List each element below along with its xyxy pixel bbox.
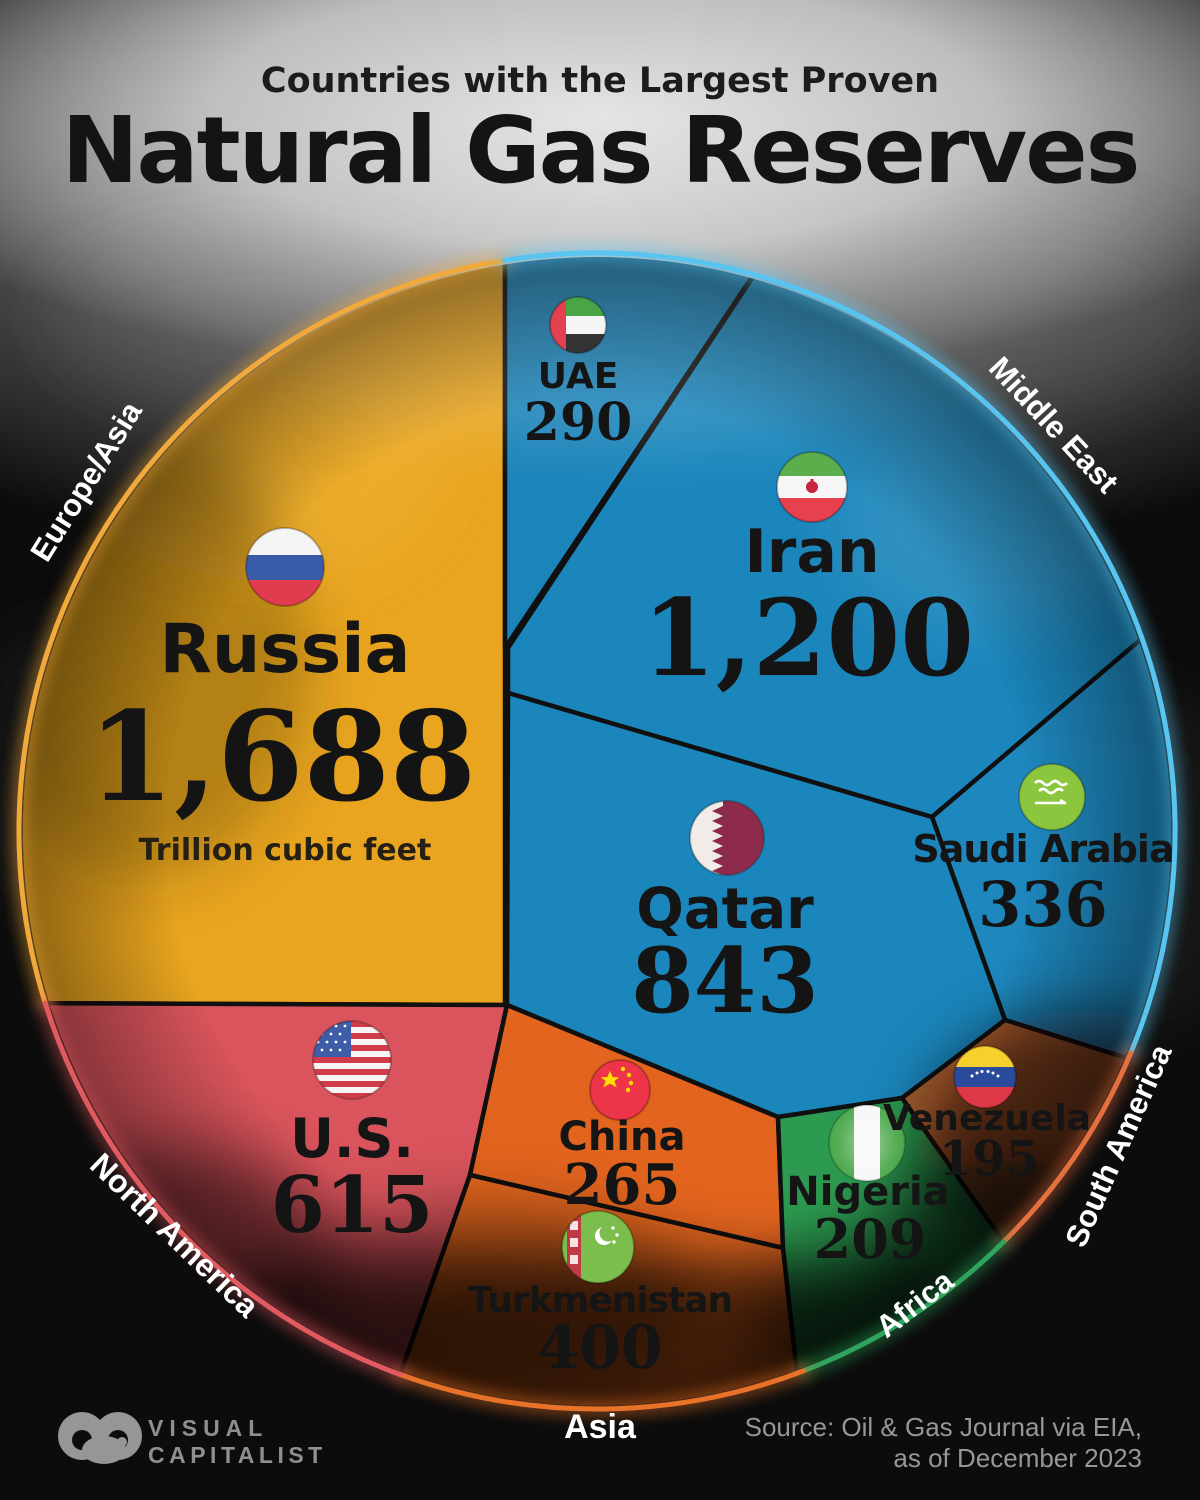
- cell-labels: UAE 290 Iran 1,200 Russia 1,688 Trillion…: [88, 356, 1175, 1383]
- flag-turkmenistan-icon: [561, 1210, 635, 1284]
- source-line2: as of December 2023: [893, 1443, 1142, 1473]
- value-turkmenistan: 400: [537, 1313, 662, 1383]
- region-rim: [10, 244, 1183, 1418]
- title-block: Countries with the Largest Proven Natura…: [62, 61, 1141, 204]
- label-venezuela: Venezuela: [883, 1098, 1091, 1139]
- value-nigeria: 209: [814, 1207, 927, 1271]
- label-qatar: Qatar: [636, 877, 814, 942]
- label-nigeria: Nigeria: [786, 1169, 949, 1215]
- rim-arc-north-america: [37, 995, 409, 1383]
- label-us: U.S.: [290, 1107, 414, 1170]
- value-saudi-arabia: 336: [978, 868, 1107, 941]
- value-russia: 1,688: [88, 685, 476, 830]
- logo-line2: CAPITALIST: [148, 1442, 327, 1468]
- label-turkmenistan: Turkmenistan: [468, 1280, 732, 1321]
- flag-china-icon: [589, 1059, 651, 1121]
- page-title: Natural Gas Reserves: [62, 97, 1139, 204]
- flag-russia-icon: [245, 527, 325, 607]
- title-kicker: Countries with the Largest Proven: [261, 61, 939, 101]
- value-iran: 1,200: [642, 575, 974, 700]
- rim-arc-asia: [392, 1362, 812, 1418]
- flag-saudi-arabia-icon: [1018, 763, 1086, 831]
- flag-qatar-icon: [689, 800, 765, 876]
- value-qatar: 843: [631, 928, 819, 1034]
- ring-label-asia: Asia: [564, 1408, 637, 1446]
- label-saudi-arabia: Saudi Arabia: [912, 827, 1173, 871]
- flag-nigeria-icon: [828, 1104, 906, 1182]
- source-line1: Source: Oil & Gas Journal via EIA,: [745, 1412, 1142, 1442]
- value-china: 265: [564, 1152, 681, 1218]
- value-uae: 290: [524, 392, 633, 453]
- rim-arc-south-america: [995, 1045, 1139, 1251]
- flag-iran-icon: [776, 451, 848, 523]
- rim-arc-europe-asia: [10, 252, 513, 1012]
- rim-arc-middle-east: [496, 244, 1183, 1062]
- flag-us-icon: [312, 1020, 392, 1100]
- visual-capitalist-logo-icon: [58, 1412, 142, 1464]
- label-iran: Iran: [744, 517, 879, 587]
- unit-note: Trillion cubic feet: [139, 833, 432, 868]
- rim-arc-africa: [795, 1234, 1012, 1379]
- label-uae: UAE: [538, 356, 619, 397]
- value-us: 615: [271, 1160, 434, 1251]
- label-china: China: [558, 1114, 685, 1160]
- footer: VISUAL CAPITALIST Source: Oil & Gas Jour…: [58, 1412, 1142, 1473]
- value-venezuela: 195: [939, 1131, 1039, 1187]
- flag-venezuela-icon: [953, 1045, 1017, 1109]
- logo-line1: VISUAL: [148, 1415, 268, 1441]
- flag-uae-icon: [549, 296, 607, 354]
- label-russia: Russia: [160, 610, 411, 689]
